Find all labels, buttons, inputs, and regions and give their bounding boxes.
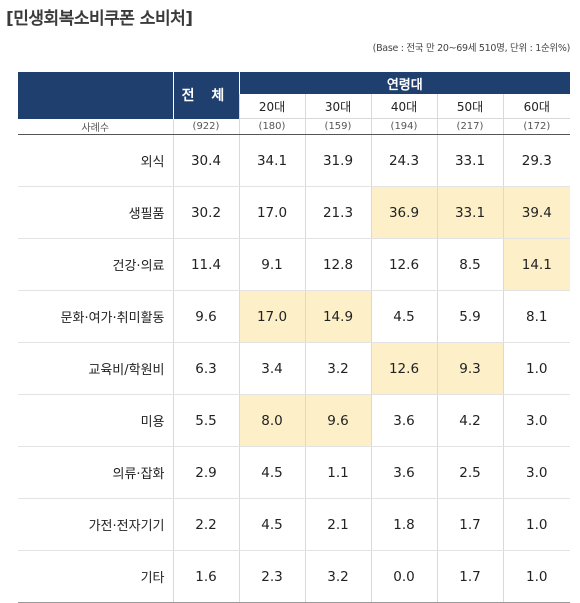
base-note: (Base : 전국 만 20~69세 510명, 단위 : 1순위%)	[372, 43, 571, 54]
table-cell: 4.2	[436, 394, 503, 447]
row-label: 교육비/학원비	[18, 342, 173, 395]
table-cell: 33.1	[436, 186, 503, 239]
table-cell: 1.8	[370, 498, 437, 551]
header-age-4: 60대	[502, 94, 571, 119]
table-cell: 14.1	[502, 238, 571, 291]
row-label: 가전·전자기기	[18, 498, 173, 551]
table-cell: 2.1	[304, 498, 371, 551]
table-cell: 3.2	[304, 550, 371, 603]
table-cell: 11.4	[172, 238, 239, 291]
table-cell: 3.6	[370, 446, 437, 499]
table-cell: 4.5	[238, 446, 305, 499]
table-cell: 2.2	[172, 498, 239, 551]
table-row: 건강·의료 11.4 9.1 12.8 12.6 8.5 14.1	[18, 238, 571, 291]
table-cell: 1.0	[502, 498, 571, 551]
table-cell: 36.9	[370, 186, 437, 239]
sample-size-value: (159)	[304, 118, 371, 135]
table-cell: 12.6	[370, 342, 437, 395]
table-cell: 17.0	[238, 186, 305, 239]
header-age-2: 40대	[370, 94, 437, 119]
table-cell: 6.3	[172, 342, 239, 395]
row-label: 건강·의료	[18, 238, 173, 291]
table-cell: 39.4	[502, 186, 571, 239]
table-cell: 14.9	[304, 290, 371, 343]
table-cell: 2.5	[436, 446, 503, 499]
table-cell: 1.7	[436, 498, 503, 551]
table-cell: 8.5	[436, 238, 503, 291]
table-cell: 9.6	[172, 290, 239, 343]
table-cell: 31.9	[304, 134, 371, 187]
table-cell: 2.9	[172, 446, 239, 499]
header-blank	[18, 72, 173, 119]
sample-size-label: 사례수	[18, 118, 173, 135]
table-cell: 5.5	[172, 394, 239, 447]
sample-size-value: (180)	[238, 118, 305, 135]
table-row: 기타 1.6 2.3 3.2 0.0 1.7 1.0	[18, 550, 571, 603]
row-label: 미용	[18, 394, 173, 447]
row-label: 기타	[18, 550, 173, 603]
table-cell: 9.3	[436, 342, 503, 395]
header-age-1: 30대	[304, 94, 371, 119]
table-cell: 0.0	[370, 550, 437, 603]
table-row: 의류·잡화 2.9 4.5 1.1 3.6 2.5 3.0	[18, 446, 571, 499]
row-label: 외식	[18, 134, 173, 187]
table-row: 가전·전자기기 2.2 4.5 2.1 1.8 1.7 1.0	[18, 498, 571, 551]
table-row: 교육비/학원비 6.3 3.4 3.2 12.6 9.3 1.0	[18, 342, 571, 395]
table-cell: 1.1	[304, 446, 371, 499]
table-cell: 9.1	[238, 238, 305, 291]
table-cell: 12.8	[304, 238, 371, 291]
row-label: 의류·잡화	[18, 446, 173, 499]
table-cell: 5.9	[436, 290, 503, 343]
results-table: 전 체 연령대 20대 30대 40대 50대 60대 사례수 (922) (180) (1…	[18, 72, 571, 603]
table-cell: 4.5	[370, 290, 437, 343]
header-age-0: 20대	[238, 94, 305, 119]
table-cell: 9.6	[304, 394, 371, 447]
table-cell: 33.1	[436, 134, 503, 187]
table-cell: 1.7	[436, 550, 503, 603]
table-cell: 3.4	[238, 342, 305, 395]
table-cell: 4.5	[238, 498, 305, 551]
table-cell: 17.0	[238, 290, 305, 343]
header-age-3: 50대	[436, 94, 503, 119]
table-cell: 29.3	[502, 134, 571, 187]
table-cell: 21.3	[304, 186, 371, 239]
table-cell: 12.6	[370, 238, 437, 291]
table-cell: 24.3	[370, 134, 437, 187]
table-cell: 8.1	[502, 290, 571, 343]
table-row: 문화·여가·취미활동 9.6 17.0 14.9 4.5 5.9 8.1	[18, 290, 571, 343]
sample-size-value: (922)	[172, 118, 239, 135]
table-cell: 3.0	[502, 446, 571, 499]
table-cell: 30.4	[172, 134, 239, 187]
header-age-group: 연령대	[238, 72, 571, 94]
table-cell: 8.0	[238, 394, 305, 447]
table-cell: 3.0	[502, 394, 571, 447]
table-cell: 30.2	[172, 186, 239, 239]
page-title: [민생회복소비쿠폰 소비처]	[6, 9, 193, 29]
header-total: 전 체	[172, 72, 239, 119]
table-cell: 1.6	[172, 550, 239, 603]
sample-size-value: (172)	[502, 118, 571, 135]
table-cell: 34.1	[238, 134, 305, 187]
row-label: 생필품	[18, 186, 173, 239]
table-cell: 2.3	[238, 550, 305, 603]
row-label: 문화·여가·취미활동	[18, 290, 173, 343]
table-row: 생필품 30.2 17.0 21.3 36.9 33.1 39.4	[18, 186, 571, 239]
table-cell: 1.0	[502, 342, 571, 395]
table-row: 미용 5.5 8.0 9.6 3.6 4.2 3.0	[18, 394, 571, 447]
table-cell: 3.2	[304, 342, 371, 395]
table-cell: 1.0	[502, 550, 571, 603]
table-row: 외식 30.4 34.1 31.9 24.3 33.1 29.3	[18, 134, 571, 187]
table-cell: 3.6	[370, 394, 437, 447]
sample-size-value: (194)	[370, 118, 437, 135]
sample-size-value: (217)	[436, 118, 503, 135]
